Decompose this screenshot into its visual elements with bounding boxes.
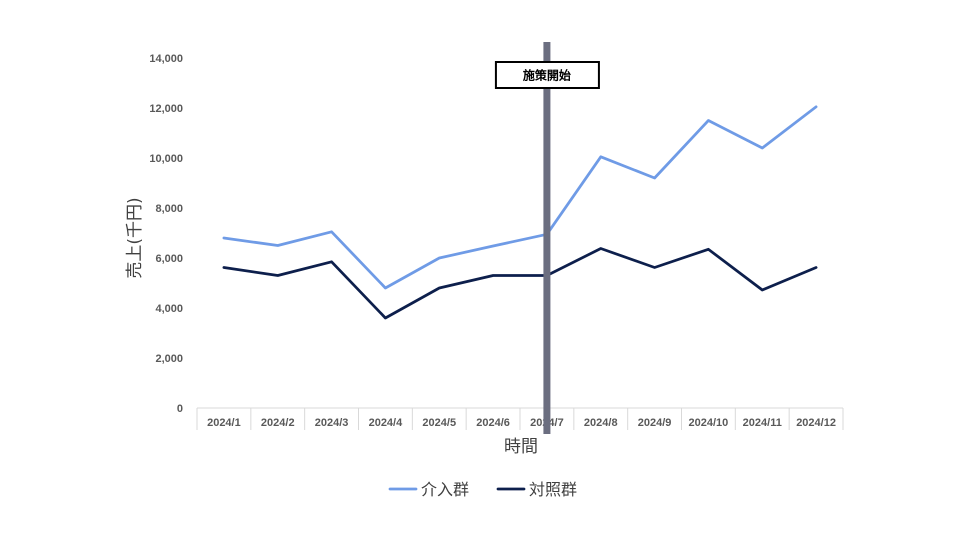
legend-label: 介入群 xyxy=(421,480,469,499)
y-tick-label: 0 xyxy=(177,403,183,415)
annotation-label: 施策開始 xyxy=(523,68,571,83)
x-tick-label: 2024/5 xyxy=(422,417,456,429)
x-tick-label: 2024/4 xyxy=(369,417,404,429)
x-axis-title: 時間 xyxy=(504,437,538,457)
x-tick-label: 2024/9 xyxy=(638,417,672,429)
y-tick-label: 4,000 xyxy=(155,303,183,315)
chart-legend: 介入群 対照群 xyxy=(388,480,577,499)
x-tick-label: 2024/1 xyxy=(207,417,241,429)
y-tick-label: 2,000 xyxy=(155,353,183,365)
chart-annotation: 施策開始 xyxy=(494,42,600,434)
y-axis-title: 売上(千円) xyxy=(125,197,145,278)
legend-label: 対照群 xyxy=(529,480,577,499)
y-tick-label: 6,000 xyxy=(155,253,183,265)
series-line xyxy=(222,105,818,290)
chart-axes: 2024/1 2024/2 2024/3 2024/4 2024/5 2024/6 2024… xyxy=(149,53,844,430)
y-tick-label: 14,000 xyxy=(149,53,183,65)
y-tick-label: 12,000 xyxy=(149,103,183,115)
series-line xyxy=(222,247,818,320)
x-tick-label: 2024/8 xyxy=(584,417,618,429)
x-tick-label: 2024/2 xyxy=(261,417,295,429)
y-tick-label: 8,000 xyxy=(155,203,183,215)
x-tick-label: 2024/11 xyxy=(743,417,782,429)
x-tick-label: 2024/6 xyxy=(476,417,510,429)
y-tick-label: 10,000 xyxy=(149,153,183,165)
annotation-box xyxy=(494,61,600,89)
x-tick-label: 2024/10 xyxy=(689,417,729,429)
intervention-line xyxy=(543,42,551,434)
chart-series xyxy=(222,105,818,320)
x-tick-label: 2024/3 xyxy=(315,417,349,429)
x-tick-label: 2024/12 xyxy=(796,417,836,429)
